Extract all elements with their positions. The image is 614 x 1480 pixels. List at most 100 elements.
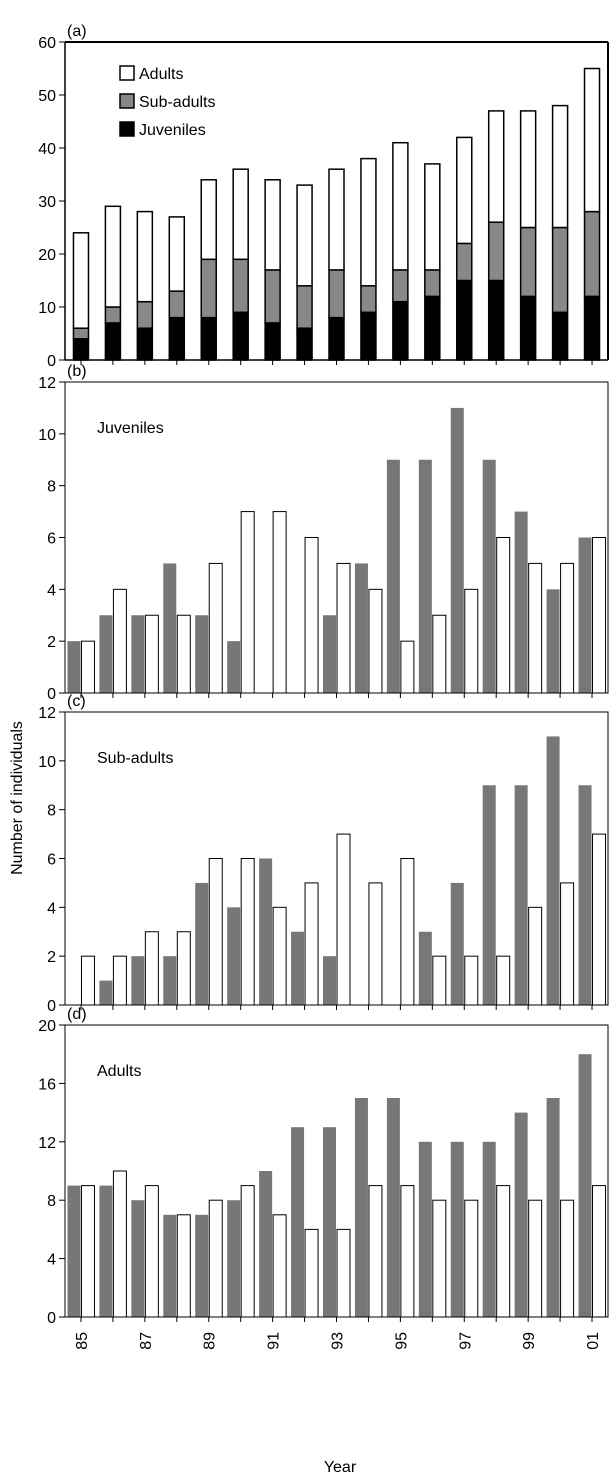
bar-series1-01 (578, 785, 592, 1005)
stacked-bar-subadults-96 (424, 269, 441, 298)
bar-series2-01 (592, 833, 607, 1006)
x-tick-label: 87 (138, 1332, 155, 1350)
bar-series2-90 (240, 511, 255, 694)
bar-series1-00 (546, 736, 560, 1005)
bar-series1-91 (259, 1171, 273, 1317)
y-tick-label: 20 (38, 1018, 56, 1035)
stacked-bar-juveniles-99 (519, 295, 537, 361)
bar-series1-87 (131, 615, 145, 693)
bar-series1-93 (323, 615, 336, 693)
bar-series2-86 (112, 588, 127, 694)
x-axis-label: Year (324, 1459, 357, 1476)
bar-series1-99 (514, 785, 528, 1005)
bar-series1-85 (67, 1185, 81, 1317)
bar-series1-90 (227, 1200, 241, 1317)
stacked-bar-subadults-95 (392, 269, 409, 303)
y-tick-label: 0 (47, 686, 56, 703)
y-tick-label: 0 (47, 998, 56, 1015)
stacked-bar-juveniles-86 (104, 322, 122, 361)
bar-series2-00 (560, 882, 575, 1006)
bar-series2-98 (496, 955, 511, 1006)
legend-label: Adults (139, 66, 183, 83)
panel-label: (c) (67, 693, 86, 710)
bar-series2-91 (272, 1214, 287, 1318)
bar-series1-00 (546, 589, 560, 693)
bar-series2-87 (144, 614, 159, 694)
inset-label: Juveniles (97, 420, 164, 437)
bar-series2-89 (208, 1199, 223, 1318)
bar-series2-01 (592, 537, 607, 694)
bar-series2-01 (592, 1185, 607, 1318)
bar-series1-90 (227, 641, 241, 693)
bar-series1-92 (291, 1127, 305, 1317)
bar-series2-95 (400, 858, 415, 1006)
bar-series1-00 (546, 1098, 560, 1317)
stacked-bar-adults-85 (72, 232, 90, 329)
stacked-bar-adults-94 (360, 157, 377, 287)
stacked-bar-juveniles-93 (328, 316, 345, 361)
bar-series1-98 (482, 1141, 496, 1317)
stacked-bar-adults-89 (200, 179, 217, 261)
bar-series2-00 (560, 562, 575, 694)
bar-series2-94 (368, 882, 383, 1006)
y-tick-label: 20 (38, 247, 56, 264)
stacked-bar-juveniles-98 (487, 279, 505, 361)
stacked-bar-juveniles-94 (360, 311, 377, 361)
stacked-bar-subadults-00 (551, 226, 569, 314)
x-tick-label: 97 (457, 1332, 474, 1350)
bar-series2-87 (144, 931, 159, 1006)
y-tick-label: 8 (47, 803, 56, 820)
bar-series2-97 (464, 588, 479, 694)
bar-series1-91 (259, 858, 273, 1005)
stacked-bar-subadults-98 (487, 221, 505, 282)
legend-label: Juveniles (139, 122, 206, 139)
bar-series2-96 (432, 955, 447, 1006)
bar-series1-93 (323, 956, 336, 1005)
bar-series2-86 (112, 955, 127, 1006)
stacked-bar-juveniles-88 (168, 316, 186, 361)
bar-series2-92 (304, 882, 319, 1006)
bar-series1-98 (482, 785, 496, 1005)
panel-label: (a) (67, 23, 87, 40)
bar-series2-95 (400, 640, 415, 694)
bar-series2-93 (336, 1228, 351, 1318)
legend-swatch (119, 121, 135, 137)
y-tick-label: 0 (47, 1310, 56, 1327)
bar-series2-95 (400, 1185, 415, 1318)
bar-series1-01 (578, 1054, 592, 1317)
bar-series2-89 (208, 562, 223, 694)
stacked-bar-subadults-01 (583, 210, 601, 298)
bar-series1-88 (163, 563, 177, 693)
panel-2: 0 2 4 6 8 10 12 (b) Juveniles (38, 363, 609, 703)
bar-series2-90 (240, 858, 255, 1006)
x-tick-label: 91 (266, 1332, 283, 1350)
stacked-bar-adults-86 (104, 205, 122, 308)
y-tick-label: 50 (38, 88, 56, 105)
y-axis-label: Number of individuals (9, 721, 26, 875)
stacked-bar-juveniles-85 (72, 338, 90, 361)
x-tick-label: 99 (521, 1332, 538, 1350)
stacked-bar-juveniles-91 (264, 322, 281, 361)
stacked-bar-adults-96 (424, 163, 441, 271)
stacked-bar-juveniles-97 (456, 279, 473, 361)
y-tick-label: 30 (38, 194, 56, 211)
stacked-bar-subadults-97 (456, 242, 473, 282)
bar-series1-87 (131, 1200, 145, 1317)
stacked-bar-juveniles-87 (136, 327, 154, 361)
y-tick-label: 10 (38, 754, 56, 771)
bar-series1-96 (418, 931, 432, 1005)
bar-series2-85 (80, 640, 95, 694)
bar-series2-85 (80, 1185, 95, 1318)
bar-series1-97 (450, 1141, 464, 1317)
bar-series2-99 (528, 562, 543, 694)
stacked-bar-adults-97 (456, 136, 473, 245)
bar-series2-97 (464, 1199, 479, 1318)
y-tick-label: 8 (47, 1193, 56, 1210)
legend-label: Sub-adults (139, 94, 216, 111)
bar-series1-96 (418, 459, 432, 693)
bar-series2-98 (496, 537, 511, 694)
y-tick-label: 0 (47, 353, 56, 370)
stacked-bar-subadults-85 (72, 327, 90, 340)
panel-label: (d) (67, 1006, 87, 1023)
y-tick-label: 4 (47, 582, 56, 599)
